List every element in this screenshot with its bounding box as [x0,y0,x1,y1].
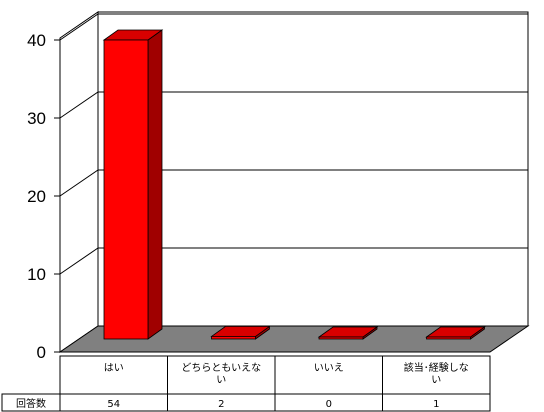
bar [317,326,379,340]
value-cell: 1 [433,399,439,410]
side-wall [59,11,99,353]
category-label: どちらともいえな [181,362,261,374]
category-label: はい [104,362,124,374]
gridline [59,91,528,119]
bar-front [318,336,364,340]
back-wall [97,11,529,327]
category-label: 該当･経験しな [404,361,469,374]
row-label: 回答数 [16,397,46,410]
category-label: い [431,375,441,386]
bar-front [426,336,471,340]
y-tick-label: 30 [27,109,46,128]
floor-plane [58,325,530,353]
category-label: い [216,375,226,386]
chart-floor [58,325,530,353]
gridlines [59,13,528,275]
gridline [59,247,528,275]
y-axis-ticks: 0 10 20 30 40 [27,31,61,362]
y-tick-label: 10 [27,265,46,284]
bar [425,326,486,340]
bar-front [211,335,256,340]
y-tick-label: 0 [37,343,46,362]
bar [210,325,271,340]
bar-front [103,39,149,340]
value-row [1,393,491,412]
y-tick-label: 20 [27,187,46,206]
y-tick-label: 40 [27,31,46,50]
value-cell: 2 [218,399,224,410]
gridline [59,13,528,41]
category-label: いいえ [314,362,344,374]
value-cell: 54 [107,399,120,410]
gridline [59,169,528,197]
bars [102,29,486,340]
bar [102,29,164,340]
bar-side [147,29,163,340]
value-cell: 0 [326,399,332,410]
